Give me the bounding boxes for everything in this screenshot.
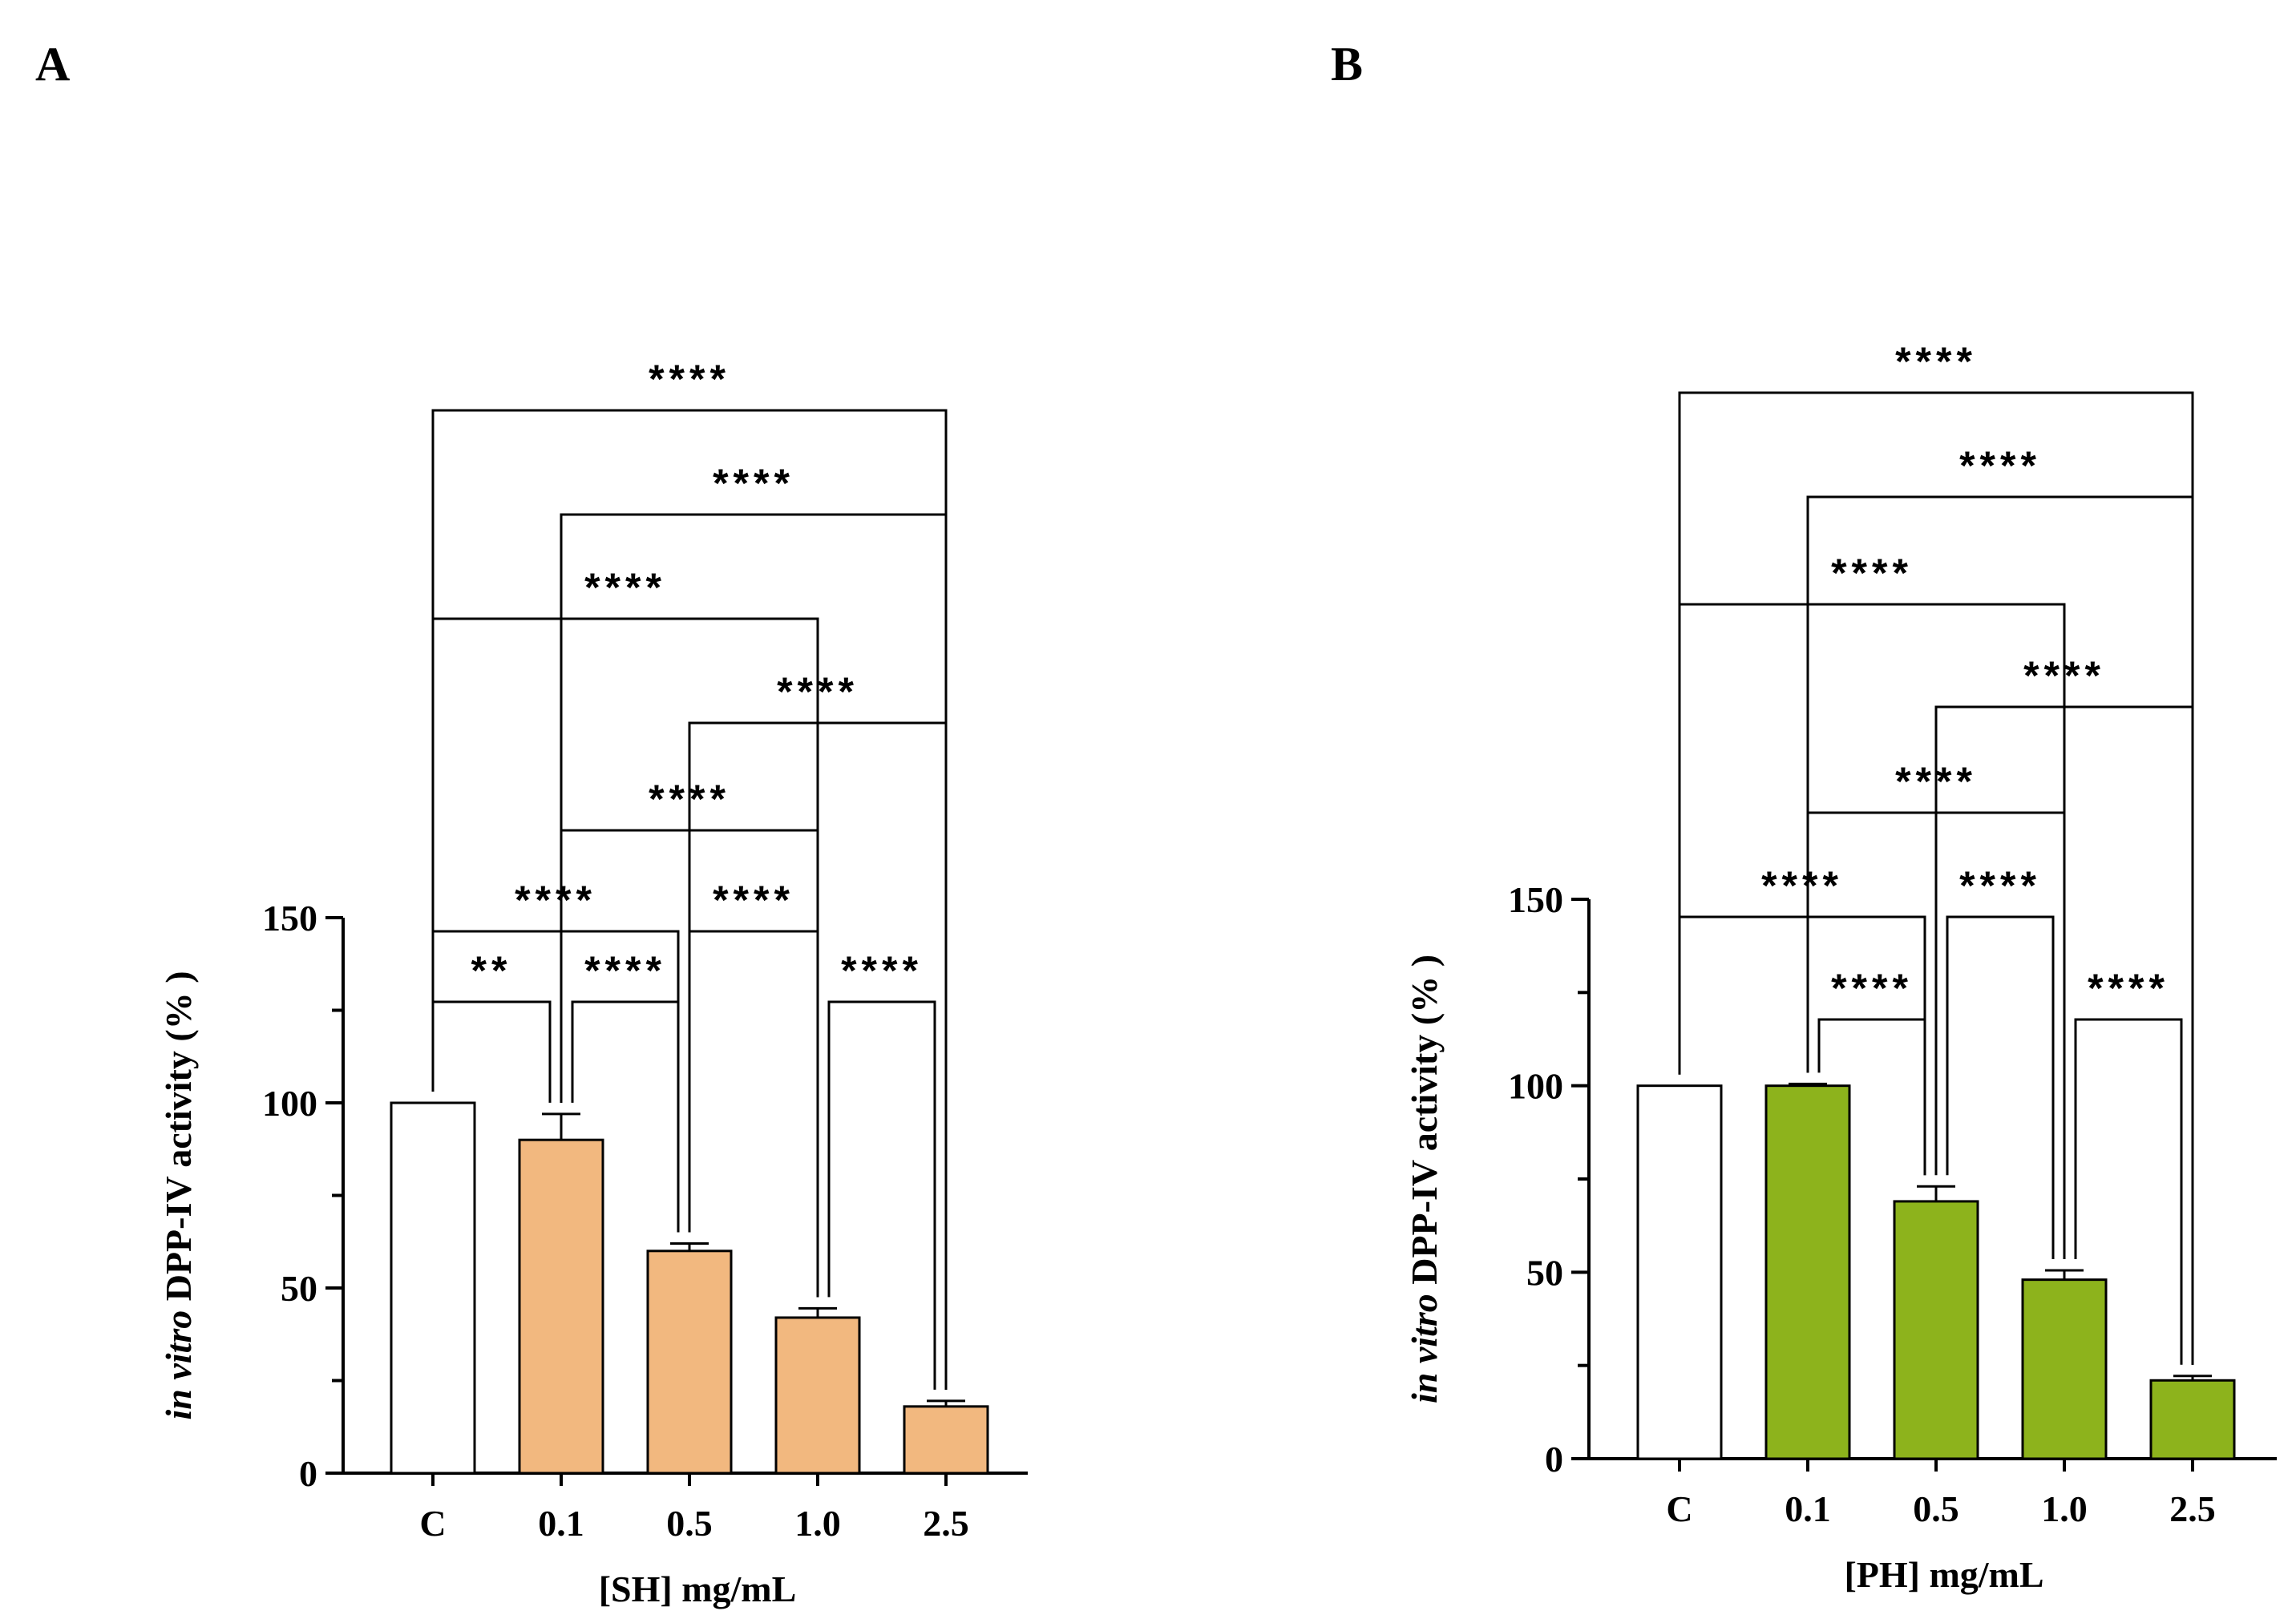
significance-label: ****	[1831, 966, 1913, 1011]
y-tick-label: 50	[1526, 1252, 1563, 1293]
y-tick-label: 100	[1508, 1066, 1563, 1107]
significance-label: ****	[713, 878, 794, 923]
x-category-label: 2.5	[2169, 1488, 2216, 1529]
significance-bracket	[1678, 603, 2066, 1260]
y-tick-label: 0	[299, 1453, 317, 1494]
x-category-label: 0.5	[666, 1503, 713, 1544]
x-category-label: C	[1666, 1488, 1692, 1529]
y-axis-title-italic: in vitro	[158, 1310, 199, 1420]
significance-label: ****	[777, 669, 859, 714]
x-category-label: 0.5	[1913, 1488, 1959, 1529]
y-axis-title-rest: DPP-IV activity (% )	[1404, 955, 1445, 1294]
y-axis-title: in vitro DPP-IV activity (% )	[1404, 955, 1445, 1403]
significance-label: ****	[2088, 966, 2169, 1011]
x-axis-title: [SH] mg/mL	[599, 1569, 797, 1609]
significance-bracket	[431, 409, 948, 1390]
y-tick-label: 100	[262, 1083, 317, 1124]
significance-label: ****	[1895, 759, 1977, 804]
significance-label: ****	[841, 948, 923, 993]
significance-label: ****	[649, 357, 730, 402]
significance-label: ****	[1959, 443, 2041, 488]
significance-label: ****	[1895, 339, 1977, 384]
x-category-label: 2.5	[923, 1503, 969, 1544]
y-tick-label: 150	[262, 898, 317, 939]
significance-label: ****	[515, 878, 596, 923]
x-category-label: 0.1	[1785, 1488, 1831, 1529]
bar	[774, 1316, 861, 1475]
bar	[1636, 1084, 1723, 1460]
y-tick-label: 50	[281, 1268, 317, 1309]
significance-label: ****	[713, 461, 794, 506]
significance-bracket	[1678, 391, 2194, 1365]
y-tick-label: 150	[1508, 879, 1563, 920]
x-category-label: 1.0	[2041, 1488, 2088, 1529]
bar	[390, 1101, 476, 1475]
significance-label: **	[471, 948, 512, 993]
y-tick-label: 0	[1545, 1439, 1563, 1480]
significance-label: ****	[649, 777, 730, 822]
bar	[2021, 1278, 2108, 1460]
significance-label: ****	[1831, 551, 1913, 596]
significance-bracket	[827, 1000, 936, 1390]
significance-label: ****	[1959, 863, 2041, 908]
significance-label: ****	[584, 948, 666, 993]
y-axis-title-rest: DPP-IV activity (% )	[158, 971, 199, 1310]
bar	[2149, 1379, 2236, 1460]
bar	[903, 1405, 989, 1475]
bar	[1764, 1084, 1851, 1460]
significance-label: ****	[1761, 863, 1843, 908]
significance-label: ****	[2023, 653, 2105, 698]
significance-bracket	[2074, 1018, 2183, 1365]
x-category-label: C	[419, 1503, 446, 1544]
significance-bracket	[1946, 915, 2055, 1260]
x-category-label: 0.1	[538, 1503, 584, 1544]
panel-b-letter: B	[1331, 38, 1364, 91]
significance-label: ****	[584, 565, 666, 610]
bar	[1893, 1200, 1979, 1460]
x-axis-title: [PH] mg/mL	[1844, 1554, 2043, 1595]
panel-a-letter: A	[35, 38, 71, 91]
bar	[646, 1250, 733, 1475]
y-axis-title-italic: in vitro	[1404, 1294, 1445, 1403]
significance-bracket	[1806, 495, 2194, 1365]
y-axis-title: in vitro DPP-IV activity (% )	[158, 971, 199, 1419]
x-category-label: 1.0	[794, 1503, 841, 1544]
